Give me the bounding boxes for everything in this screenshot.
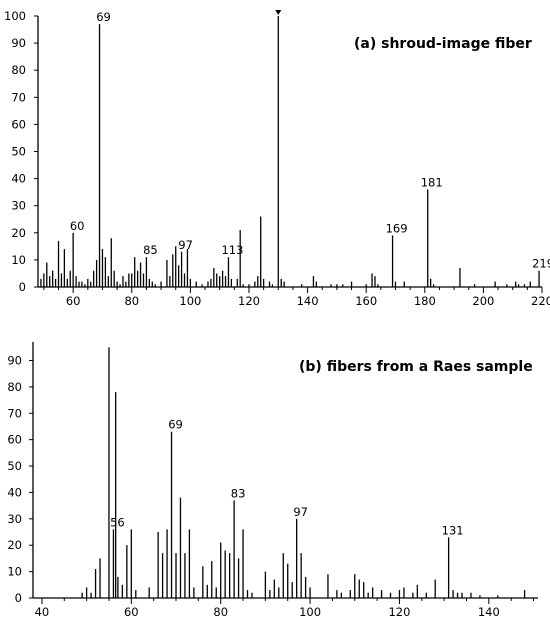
peak-label-1-3: 97: [293, 505, 308, 519]
x-tick-label-0-0: 60: [66, 294, 81, 308]
y-tick-label-0-0: 0: [19, 280, 26, 294]
y-tick-label-0-9: 90: [11, 36, 26, 50]
y-tick-label-1-5: 50: [7, 459, 22, 473]
x-tick-label-0-4: 140: [297, 294, 319, 308]
peak-label-0-0: 69: [96, 10, 111, 24]
y-tick-label-1-9: 90: [7, 353, 22, 367]
peak-label-1-0: 56: [110, 515, 125, 529]
x-tick-label-0-2: 100: [179, 294, 201, 308]
y-tick-label-0-8: 80: [11, 63, 26, 77]
chart-title-a: (a) shroud-image fiber: [354, 36, 532, 52]
peak-label-0-7: 219: [532, 257, 550, 271]
peak-label-0-3: 97: [178, 238, 193, 252]
x-tick-label-1-3: 100: [299, 605, 321, 619]
peak-label-0-2: 85: [143, 243, 158, 257]
y-tick-label-1-4: 40: [7, 485, 22, 499]
y-tick-label-0-5: 50: [11, 145, 26, 159]
y-tick-label-0-4: 40: [11, 172, 26, 186]
y-tick-label-0-1: 10: [11, 253, 26, 267]
y-tick-label-1-3: 30: [7, 512, 22, 526]
x-tick-label-0-5: 160: [355, 294, 377, 308]
peak-label-1-2: 83: [231, 486, 246, 500]
x-tick-label-1-2: 80: [213, 605, 228, 619]
x-tick-label-0-1: 80: [124, 294, 139, 308]
peak-label-0-5: 169: [386, 222, 408, 236]
peak-label-1-1: 69: [168, 418, 183, 432]
y-tick-label-0-7: 70: [11, 90, 26, 104]
y-tick-label-1-8: 80: [7, 380, 22, 394]
x-tick-label-0-3: 120: [238, 294, 260, 308]
x-tick-label-1-4: 120: [388, 605, 410, 619]
x-tick-label-1-1: 60: [124, 605, 139, 619]
peak-label-0-6: 181: [421, 175, 443, 189]
x-tick-label-0-6: 180: [414, 294, 436, 308]
y-tick-label-0-10: 100: [4, 9, 26, 23]
y-tick-label-0-2: 20: [11, 226, 26, 240]
peak-marker-arrow: [275, 10, 282, 15]
peak-label-1-4: 131: [442, 523, 464, 537]
peak-label-0-4: 113: [221, 243, 243, 257]
x-tick-label-1-5: 140: [478, 605, 500, 619]
x-tick-label-0-7: 200: [472, 294, 494, 308]
chart-title-b: (b) fibers from a Raes sample: [299, 359, 533, 375]
chart-panel-b: (b) fibers from a Raes sample 0 10 20 30 40 5…: [7, 342, 538, 619]
y-tick-label-0-6: 60: [11, 117, 26, 131]
y-tick-label-1-7: 70: [7, 406, 22, 420]
x-tick-label-1-0: 40: [35, 605, 50, 619]
y-tick-label-1-1: 10: [7, 565, 22, 579]
y-tick-label-0-3: 30: [11, 199, 26, 213]
y-tick-label-1-2: 20: [7, 538, 22, 552]
y-tick-label-1-6: 60: [7, 433, 22, 447]
peak-label-0-1: 60: [70, 219, 85, 233]
x-tick-label-0-8: 220: [531, 294, 550, 308]
y-tick-label-1-0: 0: [15, 591, 22, 605]
chart-panel-a: (a) shroud-image fiber 0 10 20 30 40 50 60 70 80…: [4, 9, 550, 308]
